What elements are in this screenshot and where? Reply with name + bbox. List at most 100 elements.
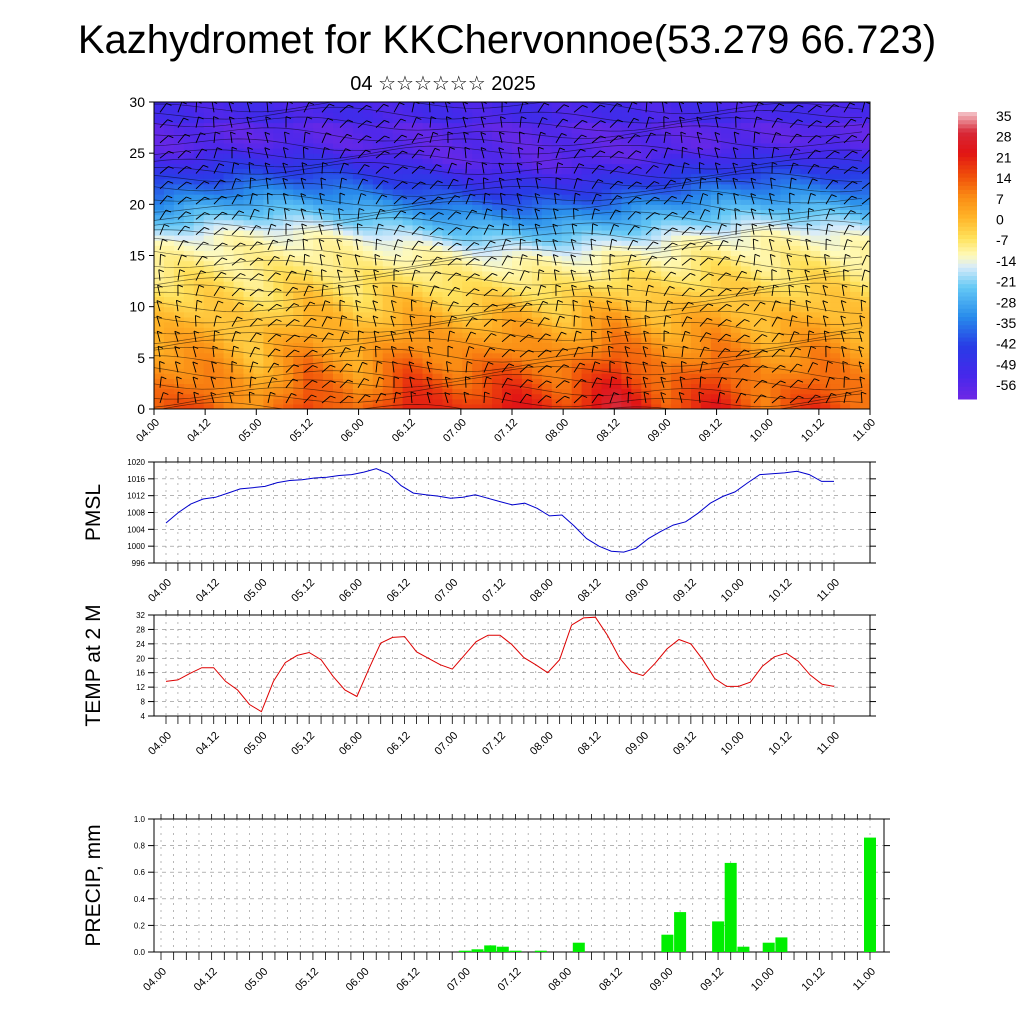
temperature-cell: [263, 316, 274, 323]
wind-barb: [213, 147, 218, 159]
temperature-cell: [750, 332, 762, 338]
temperature-cell: [581, 373, 593, 379]
temperature-cell: [750, 153, 762, 159]
temperature-cell: [203, 219, 215, 226]
temperature-cell: [551, 378, 563, 385]
temperature-cell: [631, 352, 642, 359]
temperature-cell: [512, 173, 523, 180]
temperature-cell: [253, 250, 264, 257]
temperature-cell: [472, 194, 483, 200]
temperature-cell: [512, 163, 523, 170]
temperature-cell: [372, 373, 384, 379]
temperature-cell: [452, 306, 463, 313]
temperature-cell: [462, 183, 473, 190]
temperature-cell: [154, 137, 165, 144]
temperature-cell: [243, 112, 255, 118]
temperature-cell: [432, 142, 443, 149]
temperature-cell: [323, 204, 334, 211]
temperature-cell: [502, 194, 513, 200]
temperature-cell: [621, 398, 632, 405]
temperature-cell: [551, 219, 563, 226]
temperature-cell: [452, 352, 463, 359]
temperature-cell: [790, 153, 801, 159]
temperature-cell: [521, 153, 533, 159]
temperature-cell: [661, 204, 672, 211]
wind-barb-flag: [384, 150, 390, 154]
temperature-cell: [392, 311, 404, 318]
temperature-cell: [691, 250, 702, 257]
temperature-cell: [820, 378, 831, 385]
temperature-cell: [611, 204, 622, 211]
temperature-cell: [730, 188, 742, 195]
temperature-cell: [293, 368, 304, 374]
temperature-cell: [154, 194, 165, 200]
wind-barb: [357, 149, 366, 159]
temperature-cell: [154, 240, 165, 246]
temperature-cell: [631, 107, 642, 113]
temperature-cell: [591, 209, 603, 216]
temperature-cell: [362, 378, 374, 385]
temperature-cell: [342, 296, 354, 303]
temperature-cell: [402, 316, 414, 323]
temperature-cell: [303, 255, 314, 262]
temperature-cell: [780, 137, 792, 144]
wind-barb-flag: [235, 178, 241, 181]
temperature-cell: [770, 142, 782, 149]
temperature-cell: [382, 322, 394, 328]
temperature-cell: [521, 337, 533, 344]
temperature-cell: [581, 347, 593, 354]
temperature-cell: [551, 393, 563, 400]
temperature-cell: [412, 209, 424, 216]
wind-barb: [177, 196, 187, 205]
temperature-cell: [382, 275, 394, 282]
temperature-cell: [313, 199, 324, 205]
temperature-cell: [720, 194, 732, 200]
temperature-cell: [283, 183, 294, 190]
wind-barb: [195, 285, 200, 297]
temperature-cell: [611, 235, 622, 241]
temperature-cell: [203, 260, 215, 267]
temperature-cell: [591, 311, 603, 318]
temperature-cell: [601, 352, 613, 359]
temperature-cell: [342, 255, 354, 262]
temperature-cell: [631, 188, 642, 195]
temperature-cell: [163, 214, 175, 221]
temperature-cell: [611, 347, 622, 354]
temperature-cell: [691, 306, 702, 313]
temperature-cell: [860, 311, 870, 318]
wind-barb-flag: [391, 345, 397, 349]
temperature-cell: [681, 403, 692, 409]
temperature-cell: [720, 214, 732, 221]
temperature-cell: [512, 255, 523, 262]
temperature-cell: [760, 107, 772, 113]
temperature-cell: [313, 316, 324, 323]
temperature-cell: [303, 286, 314, 292]
temperature-cell: [352, 378, 364, 385]
temperature-cell: [512, 112, 523, 118]
temperature-cell: [720, 153, 732, 159]
temperature-cell: [601, 194, 613, 200]
temperature-cell: [173, 265, 185, 272]
temperature-cell: [760, 158, 772, 164]
temperature-cell: [551, 373, 563, 379]
temperature-cell: [661, 168, 672, 175]
temperature-cell: [780, 393, 792, 400]
temperature-cell: [780, 357, 792, 364]
temperature-cell: [800, 178, 811, 185]
temperature-cell: [452, 275, 463, 282]
temperature-cell: [233, 245, 245, 251]
temperature-cell: [581, 117, 593, 124]
wind-barb-flag: [372, 300, 378, 304]
wind-barb: [356, 223, 359, 235]
temperature-cell: [362, 296, 374, 303]
temperature-cell: [661, 219, 672, 226]
temperature-cell: [720, 265, 732, 272]
temperature-cell: [422, 102, 434, 108]
temperature-cell: [512, 153, 523, 159]
temperature-cell: [641, 250, 652, 257]
wind-barb: [264, 147, 269, 159]
temperature-cell: [333, 398, 344, 405]
temperature-cell: [293, 388, 304, 395]
temperature-cell: [482, 132, 493, 139]
temperature-cell: [611, 301, 622, 308]
